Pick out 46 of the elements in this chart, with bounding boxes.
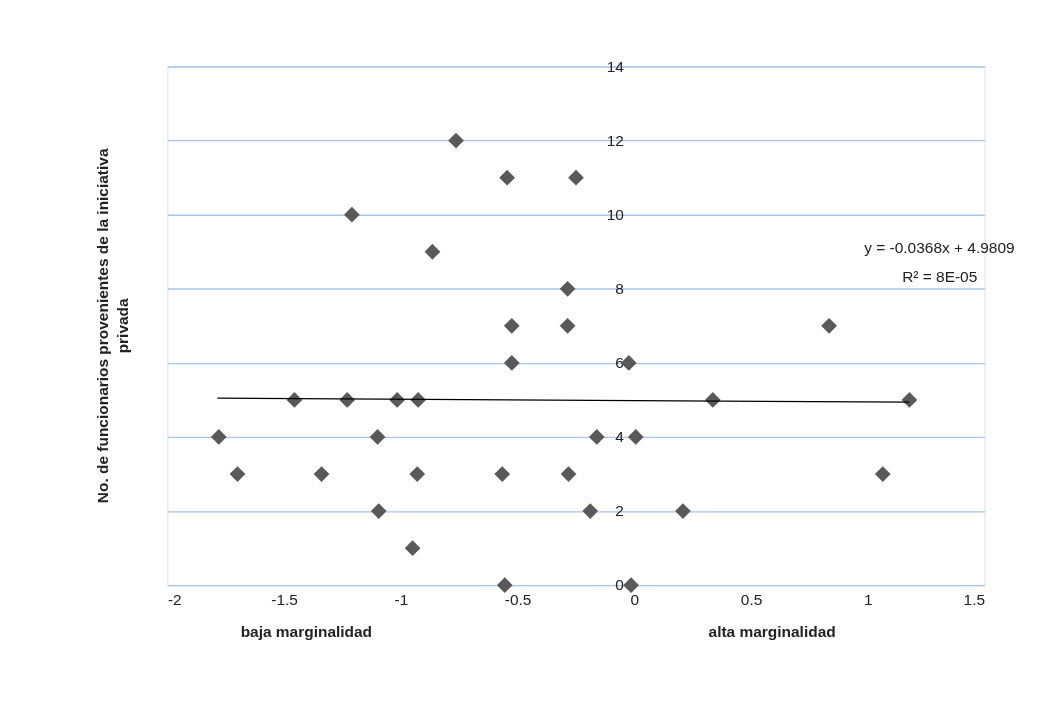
y-axis-title: No. de funcionarios provenientes de la iniciativa privada [94,148,132,504]
point [559,280,576,297]
point [503,317,520,334]
point [821,317,837,334]
point [424,243,441,260]
point [369,429,386,445]
y-tick-label: 12 [606,131,624,149]
y-tick-label: 0 [615,576,624,594]
x-tick-label: 0.5 [740,590,763,608]
y-tick-label: 4 [615,428,625,445]
x-tick-label: 0 [630,590,640,608]
point [627,429,644,445]
point [448,132,464,149]
point [675,503,691,519]
point [503,355,520,371]
point [582,503,599,519]
x-tick-label: -2 [167,590,182,608]
y-tick-label: 2 [615,502,624,520]
x-tick-label: -1.5 [271,590,298,608]
point [343,206,360,223]
x-tick-label: 1 [863,590,873,608]
point [568,169,584,186]
x-tick-label: 1.5 [963,590,986,608]
point [210,429,227,445]
x-tick-label: -1 [394,590,409,608]
annotation: R² = 8E-05 [902,268,978,286]
text: alta marginalidad [708,623,836,641]
y-tick-label: 8 [615,279,624,297]
point [559,317,576,334]
point [588,429,605,445]
y-tick-label: 10 [606,205,624,223]
point [370,503,387,519]
point [494,466,511,482]
point [496,577,513,594]
annotation: y = -0.0368x + 4.9809 [864,239,1015,257]
point [404,540,421,557]
text: baja marginalidad [240,623,373,641]
y-tick-label: 14 [606,57,625,75]
point [499,169,516,186]
point [409,466,426,482]
point [874,466,891,482]
x-tick-label: -0.5 [504,590,532,608]
point [623,577,639,594]
point [313,466,330,482]
point [560,466,577,482]
point [229,466,246,482]
